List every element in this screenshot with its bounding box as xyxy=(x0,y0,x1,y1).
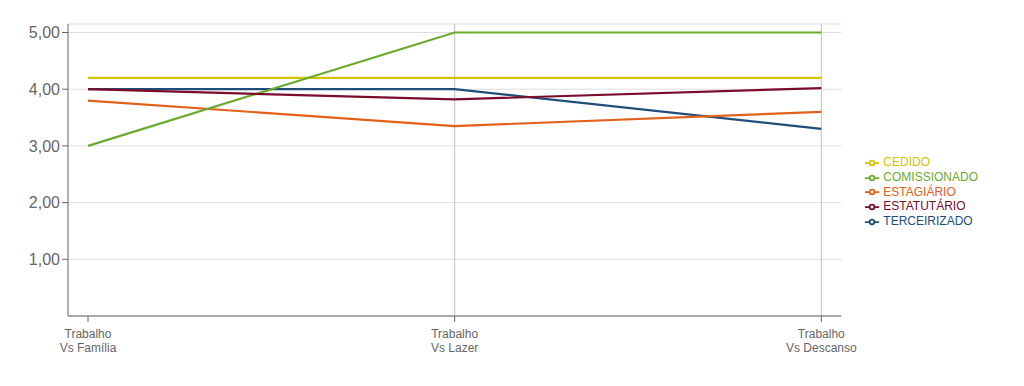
html-text:CEDIDO: CEDIDO xyxy=(883,154,930,169)
svg-text:1,00: 1,00 xyxy=(29,251,60,268)
svg-text:3,00: 3,00 xyxy=(29,138,60,155)
svg-text:TrabalhoVs Família: TrabalhoVs Família xyxy=(60,327,117,355)
html-text:COMISSIONADO: COMISSIONADO xyxy=(883,169,978,184)
html-text:ESTAGIÁRIO: ESTAGIÁRIO xyxy=(883,184,956,199)
html-text:ESTATUTÁRIO: ESTATUTÁRIO xyxy=(883,199,966,214)
svg-text:TrabalhoVs Descanso: TrabalhoVs Descanso xyxy=(786,327,857,355)
html-text:TERCEIRIZADO: TERCEIRIZADO xyxy=(883,214,973,229)
svg-text:4,00: 4,00 xyxy=(29,81,60,98)
svg-text:TrabalhoVs Lazer: TrabalhoVs Lazer xyxy=(431,327,478,355)
svg-text:5,00: 5,00 xyxy=(29,24,60,41)
svg-text:2,00: 2,00 xyxy=(29,194,60,211)
